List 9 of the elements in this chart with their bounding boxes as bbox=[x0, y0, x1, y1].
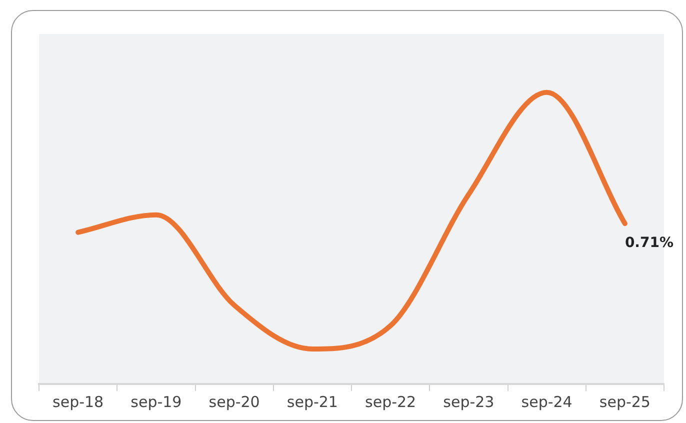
x-tick-label: sep-22 bbox=[365, 392, 416, 411]
x-tick-label: sep-24 bbox=[521, 392, 572, 411]
x-tick-label: sep-21 bbox=[286, 392, 338, 411]
x-tick-label: sep-25 bbox=[599, 392, 650, 411]
x-tick-label: sep-19 bbox=[130, 392, 182, 411]
x-tick-label: sep-23 bbox=[443, 392, 494, 411]
annotation: 0.71% bbox=[624, 235, 674, 252]
x-tick-label: sep-20 bbox=[208, 392, 260, 411]
x-tick-label: sep-18 bbox=[52, 392, 104, 411]
